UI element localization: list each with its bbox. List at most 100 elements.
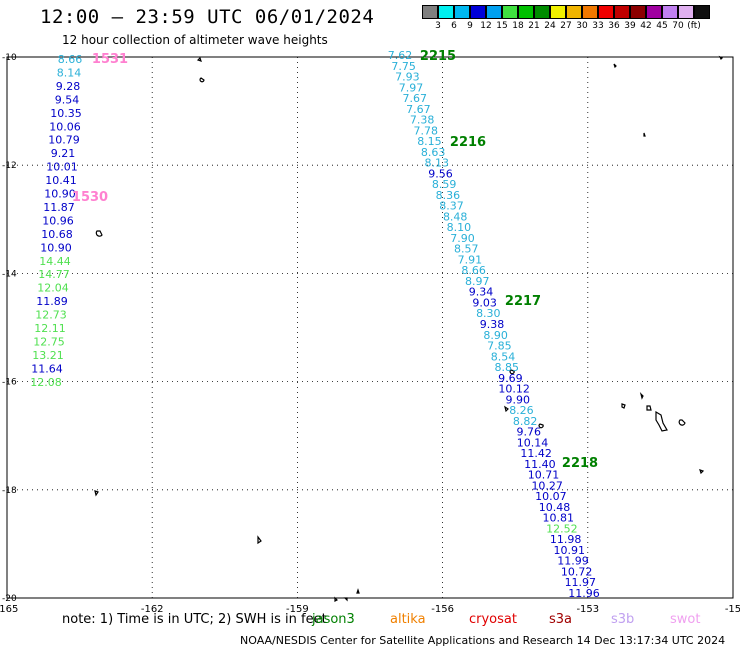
satellite-legend-item: altika <box>390 612 426 627</box>
island-marker <box>621 403 626 409</box>
swh-value-label: 8.90 <box>483 329 508 342</box>
swh-value-label: 10.72 <box>561 565 593 578</box>
island-marker <box>504 405 509 413</box>
page-subtitle: 12 hour collection of altimeter wave hei… <box>62 33 328 47</box>
swh-value-label: 9.76 <box>517 426 542 439</box>
swh-value-label: 10.79 <box>48 134 80 147</box>
pass-label: 2216 <box>450 135 486 150</box>
pass-label: 2218 <box>562 456 598 471</box>
swh-value-label: 12.75 <box>33 335 65 348</box>
axis-ticks: -165 -162 -159 -156 -153 -15 -10 -12 -14 -16 -18 -2… <box>0 53 740 615</box>
legend-label: 36 <box>608 21 620 31</box>
island-marker <box>538 423 544 429</box>
island-marker <box>95 230 103 237</box>
swh-value-label: 8.85 <box>494 361 519 374</box>
y-tick-label: -10 <box>2 53 17 63</box>
swh-value-label: 10.01 <box>46 161 78 174</box>
island-marker <box>509 369 515 375</box>
legend-swatch <box>534 5 550 19</box>
swh-value-label: 7.85 <box>487 340 512 353</box>
island-marker <box>257 535 262 545</box>
swh-value-label: 8.48 <box>443 210 468 223</box>
legend-label: 30 <box>576 21 588 31</box>
legend-swatch <box>614 5 630 19</box>
swh-value-label: 7.38 <box>410 114 435 127</box>
island-marker <box>718 55 724 61</box>
left-track: 8.668.149.289.5410.3510.0610.799.2110.01… <box>30 53 82 389</box>
swh-value-label: 9.54 <box>55 93 80 106</box>
legend-swatch <box>598 5 614 19</box>
swh-value-label: 8.59 <box>432 178 457 191</box>
swh-value-label: 7.93 <box>395 71 420 84</box>
swh-value-label: 8.26 <box>509 404 534 417</box>
map-grid <box>7 57 733 598</box>
swh-value-label: 10.35 <box>50 107 82 120</box>
y-tick-label: -18 <box>2 486 17 496</box>
swh-value-label: 10.68 <box>41 228 73 241</box>
legend-swatch <box>454 5 470 19</box>
satellite-legend-item: s3b <box>611 612 635 627</box>
swh-value-label: 11.87 <box>43 201 75 214</box>
swh-value-label: 11.98 <box>550 533 582 546</box>
x-tick-label: -153 <box>576 604 599 615</box>
swh-value-label: 12.08 <box>30 376 62 389</box>
swh-value-label: 8.13 <box>425 157 450 170</box>
swh-value-label: 8.36 <box>436 189 461 202</box>
legend-label: 18 <box>512 21 524 31</box>
legend-swatch <box>662 5 678 19</box>
legend-label: 6 <box>451 21 457 31</box>
y-tick-label: -12 <box>2 161 17 171</box>
swh-value-label: 8.66 <box>58 53 83 66</box>
legend-label: 21 <box>528 21 540 31</box>
x-tick-label: -162 <box>141 604 164 615</box>
swh-value-label: 8.30 <box>476 307 501 320</box>
swh-value-label: 14.44 <box>39 255 71 268</box>
swh-value-label: 9.38 <box>480 318 505 331</box>
swh-value-label: 7.91 <box>458 253 483 266</box>
map-frame <box>6 56 734 599</box>
swh-value-label: 10.81 <box>542 512 574 525</box>
legend-label: 12 <box>480 21 492 31</box>
swh-value-label: 9.28 <box>56 80 81 93</box>
legend-labels: 3 6 9 12 15 18 21 24 27 30 33 36 39 42 45 70 (ft) <box>422 21 710 31</box>
x-tick-label: -165 <box>0 604 18 615</box>
swh-value-label: 8.57 <box>454 243 479 256</box>
legend-label: 24 <box>544 21 556 31</box>
swh-value-label: 10.90 <box>44 188 76 201</box>
swh-value-label: 9.56 <box>428 167 453 180</box>
swh-value-label: 11.99 <box>557 555 589 568</box>
satellite-legend-item: s3a <box>549 612 573 627</box>
island-marker <box>655 410 668 432</box>
color-legend: 3 6 9 12 15 18 21 24 27 30 33 36 39 42 45 70 (ft) <box>422 5 710 31</box>
swh-value-label: 9.03 <box>472 296 497 309</box>
swh-value-label: 8.54 <box>491 350 516 363</box>
legend-swatch <box>470 5 486 19</box>
legend-label: 70 <box>672 21 684 31</box>
legend-label: 15 <box>496 21 508 31</box>
swh-value-label: 8.66 <box>461 264 486 277</box>
legend-label: 39 <box>624 21 636 31</box>
swh-value-label: 8.14 <box>57 66 82 79</box>
legend-swatch <box>646 5 662 19</box>
swh-value-label: 10.14 <box>517 436 549 449</box>
swh-value-label: 10.71 <box>528 469 560 482</box>
pass-label: 2217 <box>505 294 541 309</box>
legend-swatch <box>678 5 694 19</box>
swh-value-label: 8.82 <box>513 415 538 428</box>
island-marker <box>613 63 617 69</box>
swh-value-label: 11.40 <box>524 458 556 471</box>
swh-value-label: 9.90 <box>506 393 531 406</box>
swh-value-label: 13.21 <box>32 349 64 362</box>
swh-value-label: 7.97 <box>399 81 424 94</box>
swh-value-label: 10.06 <box>49 120 81 133</box>
y-tick-label: -20 <box>2 594 17 604</box>
legend-swatch <box>694 5 710 19</box>
swh-value-label: 11.97 <box>565 576 597 589</box>
swh-value-label: 10.90 <box>40 241 72 254</box>
swh-value-label: 12.04 <box>37 282 69 295</box>
swh-value-label: 8.15 <box>417 135 442 148</box>
swh-value-label: 10.07 <box>535 490 567 503</box>
legend-swatch <box>486 5 502 19</box>
swh-value-label: 7.67 <box>406 103 431 116</box>
